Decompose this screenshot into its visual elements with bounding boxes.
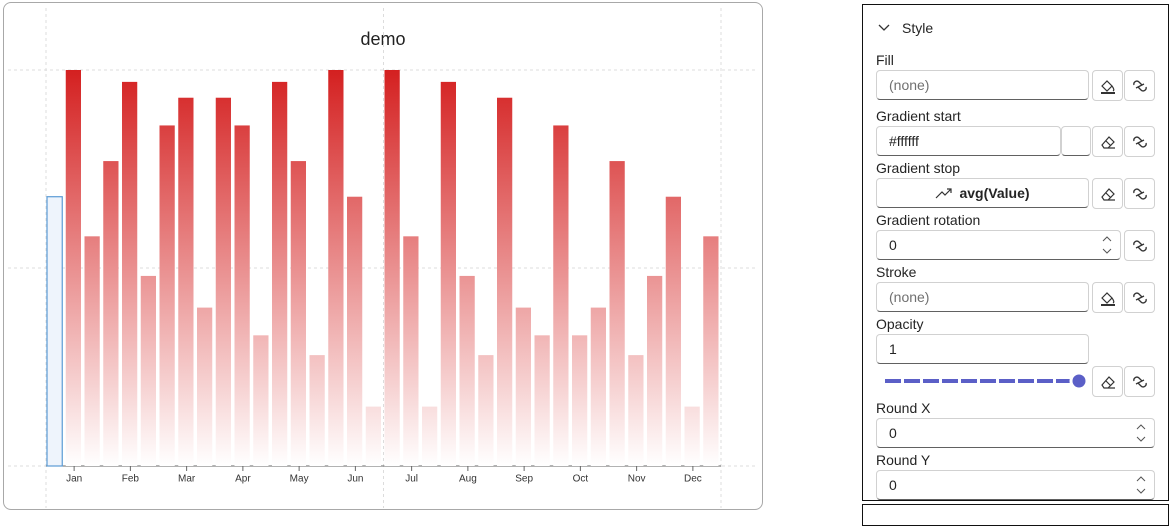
- bar: [253, 335, 269, 466]
- stroke-input[interactable]: (none): [876, 282, 1089, 312]
- bar: [234, 125, 250, 466]
- opacity-slider[interactable]: [883, 371, 1089, 391]
- bar: [703, 236, 719, 466]
- fill-input[interactable]: (none): [876, 70, 1089, 100]
- bar: [534, 335, 550, 466]
- bar: [309, 355, 325, 466]
- bar: [628, 355, 644, 466]
- field-label: Gradient start: [876, 108, 961, 124]
- bar: [403, 236, 419, 466]
- gradient-stop-field[interactable]: avg(Value): [876, 178, 1089, 208]
- bar: [515, 307, 531, 466]
- color-button[interactable]: [1092, 70, 1123, 101]
- chart-card: [3, 2, 763, 510]
- style-panel: Style Fill (none) Gradient start #ffffff…: [862, 4, 1169, 501]
- round-x-input[interactable]: 0: [876, 418, 1155, 448]
- bar: [215, 97, 231, 466]
- bar: [459, 275, 475, 466]
- x-tick-label: Jan: [66, 474, 82, 485]
- collapse-icon[interactable]: [877, 23, 891, 33]
- x-tick-label: Dec: [684, 474, 702, 485]
- bar: [84, 236, 100, 466]
- bar: [609, 161, 625, 466]
- rotation-value: 0: [889, 237, 897, 253]
- round-x-value: 0: [889, 425, 897, 441]
- chart: demo Jan Feb Mar Apr May Jun Jul Aug Sep Oct Nov De…: [8, 8, 758, 508]
- field-label: Stroke: [876, 264, 917, 280]
- x-tick-label: Oct: [573, 474, 589, 485]
- opacity-input[interactable]: 1: [876, 334, 1089, 364]
- bar: [572, 335, 588, 466]
- x-tick-label: Mar: [178, 474, 196, 485]
- section-title: Style: [902, 20, 934, 36]
- link-button[interactable]: [1124, 178, 1155, 209]
- clear-button[interactable]: [1092, 126, 1123, 157]
- bar: [328, 70, 344, 466]
- bar: [478, 355, 494, 466]
- field-label: Round X: [876, 400, 931, 416]
- bar: [422, 406, 438, 466]
- bar: [347, 196, 363, 466]
- clear-button[interactable]: [1092, 366, 1123, 397]
- field-label: Opacity: [876, 316, 924, 332]
- rotation-input[interactable]: 0: [876, 230, 1121, 260]
- bar: [122, 81, 138, 466]
- round-y-input[interactable]: 0: [876, 470, 1155, 500]
- x-tick-label: May: [290, 474, 309, 485]
- page: demo Jan Feb Mar Apr May Jun Jul Aug Sep Oct Nov De…: [3, 2, 1169, 526]
- color-swatch[interactable]: [1061, 126, 1091, 156]
- bar: [290, 161, 306, 466]
- bar: [384, 70, 400, 466]
- bar: [159, 125, 175, 466]
- next-panel: [862, 504, 1169, 526]
- bar: [440, 81, 456, 466]
- field-label: Round Y: [876, 452, 931, 468]
- x-tick-label: Aug: [459, 474, 477, 485]
- bar: [684, 406, 700, 466]
- x-tick-label: Jun: [347, 474, 363, 485]
- gradient-stop-value: avg(Value): [959, 185, 1030, 201]
- bar: [497, 97, 513, 466]
- bar: [178, 97, 194, 466]
- color-button[interactable]: [1092, 282, 1123, 313]
- link-button[interactable]: [1124, 366, 1155, 397]
- bar: [197, 307, 213, 466]
- bar: [46, 196, 63, 467]
- field-label: Gradient rotation: [876, 212, 981, 228]
- x-tick-label: Nov: [628, 474, 646, 485]
- clear-button[interactable]: [1092, 178, 1123, 209]
- link-button[interactable]: [1124, 126, 1155, 157]
- link-button[interactable]: [1124, 230, 1155, 261]
- x-tick-label: Jul: [405, 474, 418, 485]
- bar: [647, 275, 663, 466]
- link-button[interactable]: [1124, 282, 1155, 313]
- round-y-value: 0: [889, 477, 897, 493]
- x-tick-label: Sep: [515, 474, 533, 485]
- bar: [272, 81, 288, 466]
- bar: [103, 161, 119, 466]
- bar: [665, 196, 681, 466]
- link-button[interactable]: [1124, 70, 1155, 101]
- bar: [140, 275, 156, 466]
- x-tick-label: Apr: [235, 474, 251, 485]
- bar: [553, 125, 569, 466]
- field-label: Gradient stop: [876, 160, 961, 176]
- gradient-start-input[interactable]: #ffffff: [876, 126, 1061, 156]
- x-tick-label: Feb: [122, 474, 140, 485]
- bar: [65, 70, 81, 466]
- bar: [365, 406, 381, 466]
- bar: [590, 307, 606, 466]
- field-label: Fill: [876, 52, 894, 68]
